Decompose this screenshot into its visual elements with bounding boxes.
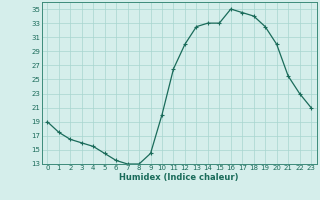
X-axis label: Humidex (Indice chaleur): Humidex (Indice chaleur) xyxy=(119,173,239,182)
